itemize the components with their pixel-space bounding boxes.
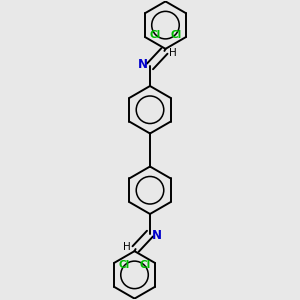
Text: H: H (169, 48, 177, 58)
Text: Cl: Cl (139, 260, 150, 270)
Text: Cl: Cl (170, 30, 181, 40)
Text: N: N (138, 58, 148, 71)
Text: N: N (152, 229, 162, 242)
Text: Cl: Cl (119, 260, 130, 270)
Text: H: H (123, 242, 131, 252)
Text: Cl: Cl (150, 30, 161, 40)
